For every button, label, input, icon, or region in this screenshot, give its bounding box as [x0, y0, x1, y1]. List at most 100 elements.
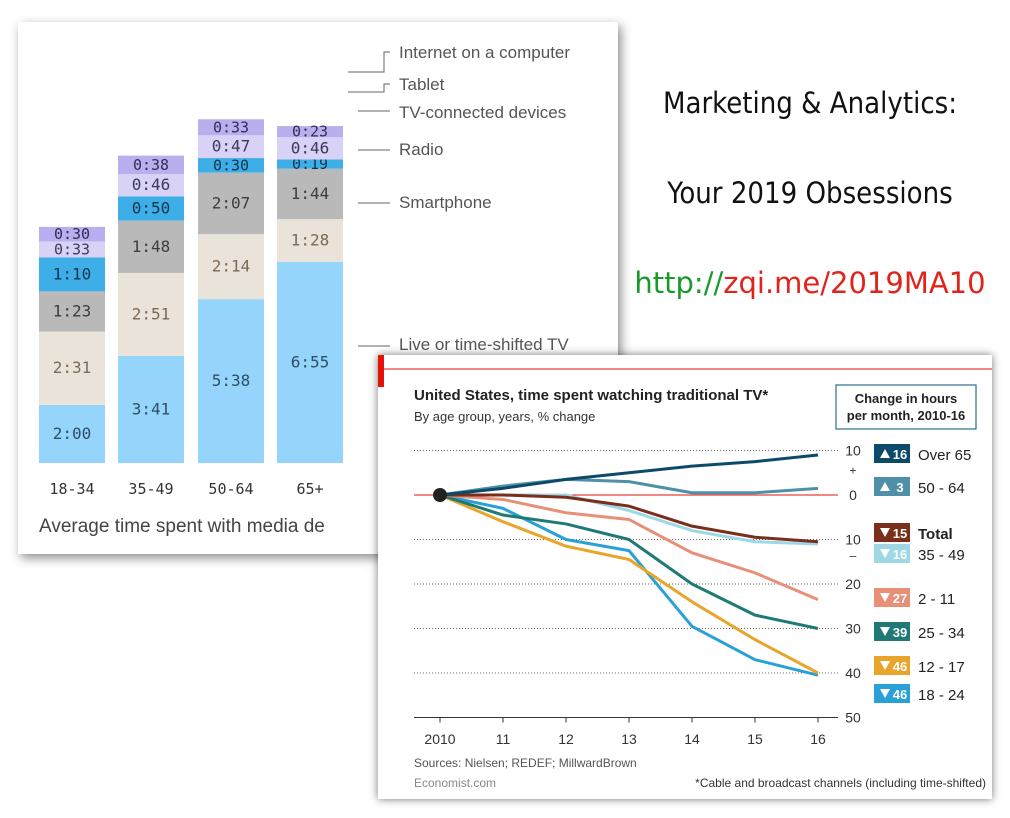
legend-label: Over 65 — [918, 447, 971, 464]
bar-segment — [277, 168, 343, 220]
bar-segment — [198, 234, 264, 300]
y-tick-label: 50 — [845, 710, 861, 726]
economist-red-tab — [378, 355, 384, 387]
promo-title: Marketing & Analytics: — [662, 86, 958, 120]
bar-value-label: 2:31 — [53, 358, 92, 377]
chart-title: United States, time spent watching tradi… — [414, 387, 768, 404]
series-line — [439, 477, 819, 497]
bar-segment — [39, 331, 105, 405]
stacked-bar-chart-card: 2:00 2:31 1:23 1:10 0:33 0:30 18-34 3:41 2:51 1:4… — [18, 22, 618, 554]
legend-change-value: 15 — [893, 526, 907, 541]
legend-leader-line — [348, 51, 390, 73]
line-chart: United States, time spent watching tradi… — [378, 355, 992, 790]
bar-value-label: 1:10 — [53, 264, 92, 283]
bar-segment — [198, 299, 264, 463]
x-tick-label: 11 — [496, 731, 511, 747]
series-line — [439, 493, 819, 675]
promo-link[interactable]: http://zqi.me/2019MA10 — [630, 266, 990, 300]
legend-badge — [874, 523, 910, 542]
x-tick-label: 14 — [684, 731, 700, 747]
bar-value-label: 2:00 — [53, 424, 92, 443]
origin-marker — [433, 488, 447, 502]
legend-badge — [874, 656, 910, 675]
triangle-down-icon — [880, 661, 890, 670]
legend-change-value: 16 — [893, 547, 907, 562]
legend-badge — [874, 588, 910, 607]
bar-segment — [277, 261, 343, 463]
promo-subtitle: Your 2019 Obsessions — [667, 176, 953, 210]
bar-value-label: 1:44 — [291, 184, 330, 203]
series-line — [439, 493, 819, 601]
bar-segment — [118, 272, 184, 356]
triangle-up-icon — [880, 449, 890, 458]
bar-segment — [198, 119, 264, 136]
legend-label: 25 - 34 — [918, 625, 965, 642]
bar-value-label: 0:50 — [132, 198, 171, 217]
legend-label: Internet on a computer — [399, 43, 570, 62]
bar-value-label: 0:38 — [133, 156, 169, 174]
legend-label: Live or time-shifted TV — [399, 335, 569, 354]
bar-segment — [39, 404, 105, 463]
legend-label: Tablet — [399, 75, 445, 94]
legend-label: 2 - 11 — [918, 591, 955, 608]
bar-segment — [198, 172, 264, 235]
promo-link-path[interactable]: zqi.me/2019MA10 — [723, 266, 986, 300]
legend-label: 12 - 17 — [918, 659, 965, 676]
bar-segment — [39, 226, 105, 242]
bar-value-label: 5:38 — [212, 371, 251, 390]
bar-segment — [39, 241, 105, 258]
x-tick-label: 13 — [621, 731, 637, 747]
legend-label: Total — [918, 526, 953, 543]
legend-change-value: 27 — [893, 591, 907, 606]
footnote: *Cable and broadcast channels (including… — [695, 776, 986, 790]
x-tick-label: 65+ — [296, 480, 323, 498]
bar-segment — [277, 126, 343, 138]
x-tick-label: 16 — [810, 731, 826, 747]
legend-label: 35 - 49 — [918, 547, 965, 564]
legend-label: Radio — [399, 140, 443, 159]
triangle-up-icon — [880, 482, 890, 491]
bar-value-label: 0:23 — [292, 123, 328, 141]
y-tick-label: 10 — [845, 443, 861, 459]
bar-value-label: 0:33 — [213, 118, 249, 136]
bar-segment — [198, 135, 264, 159]
legend-change-value: 46 — [893, 687, 907, 702]
legend-title-box — [835, 384, 977, 430]
legend-badge — [874, 544, 910, 563]
legend-change-value: 16 — [893, 447, 907, 462]
bar-value-label: 0:19 — [292, 155, 328, 173]
bar-value-label: 0:33 — [54, 240, 90, 258]
bar-segment — [277, 219, 343, 262]
triangle-down-icon — [880, 689, 890, 698]
triangle-down-icon — [880, 549, 890, 558]
line-chart-card: United States, time spent watching tradi… — [378, 355, 992, 799]
y-tick-label: 40 — [845, 665, 861, 681]
y-tick-sign: + — [849, 464, 856, 478]
triangle-down-icon — [880, 627, 890, 636]
chart-title: Average time spent with media de — [39, 516, 325, 537]
series-line — [440, 493, 819, 544]
bar-value-label: 6:55 — [291, 352, 330, 371]
legend-title: Change in hours — [855, 391, 958, 406]
legend-change-value: 46 — [893, 659, 907, 674]
x-tick-label: 12 — [558, 731, 574, 747]
legend-label: Smartphone — [399, 193, 492, 212]
bar-segment — [118, 155, 184, 175]
bar-segment — [39, 257, 105, 292]
bar-value-label: 2:51 — [132, 304, 171, 323]
x-tick-label: 2010 — [424, 731, 455, 747]
promo-link-prefix[interactable]: http:// — [634, 266, 724, 300]
x-tick-label: 35-49 — [128, 480, 173, 498]
chart-subtitle: By age group, years, % change — [414, 409, 595, 424]
bar-value-label: 0:47 — [212, 137, 251, 156]
legend-badge — [874, 444, 910, 463]
bar-value-label: 0:46 — [291, 138, 330, 157]
series-line — [439, 493, 819, 677]
triangle-down-icon — [880, 528, 890, 537]
y-tick-label: 20 — [845, 576, 861, 592]
bar-segment — [118, 174, 184, 197]
bar-value-label: 0:30 — [213, 156, 249, 174]
bar-segment — [39, 291, 105, 332]
bar-value-label: 1:23 — [53, 302, 92, 321]
series-line — [439, 453, 819, 497]
